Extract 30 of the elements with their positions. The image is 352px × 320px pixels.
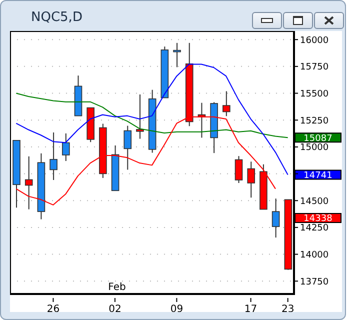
candlestick xyxy=(50,132,58,180)
annotation: Feb xyxy=(108,282,126,293)
candlestick xyxy=(272,198,280,238)
candlestick xyxy=(124,125,132,170)
y-tick-label: 16000 xyxy=(300,36,329,46)
y-tick-label: 14250 xyxy=(300,224,329,234)
candlestick xyxy=(173,42,181,68)
y-tick-label: 15250 xyxy=(300,116,329,126)
x-tick-label: 09 xyxy=(170,304,184,315)
y-tick-label: 13750 xyxy=(300,277,329,288)
y-tick-label: 15000 xyxy=(300,143,329,154)
line-series xyxy=(16,64,288,176)
x-tick-label: 23 xyxy=(281,304,294,315)
y-tick-label: 15750 xyxy=(300,62,329,73)
candlestick xyxy=(222,90,230,117)
candlestick xyxy=(62,132,70,162)
line-series xyxy=(16,92,288,138)
y-tick-label: 14500 xyxy=(300,196,329,207)
data-label: 14741 xyxy=(304,170,332,181)
candlestick xyxy=(247,161,256,198)
y-tick-label: 15500 xyxy=(300,89,329,100)
x-tick-label: 02 xyxy=(108,304,122,315)
candlestick xyxy=(234,156,243,184)
candlestick xyxy=(136,94,144,140)
x-tick-label: 26 xyxy=(46,304,60,315)
data-label: 15087 xyxy=(304,134,332,144)
chart-title: NQC5,D xyxy=(31,10,82,25)
y-tick-label: 14000 xyxy=(300,250,329,260)
text: 14338 xyxy=(304,214,332,224)
x-tick-label: 17 xyxy=(244,304,258,315)
